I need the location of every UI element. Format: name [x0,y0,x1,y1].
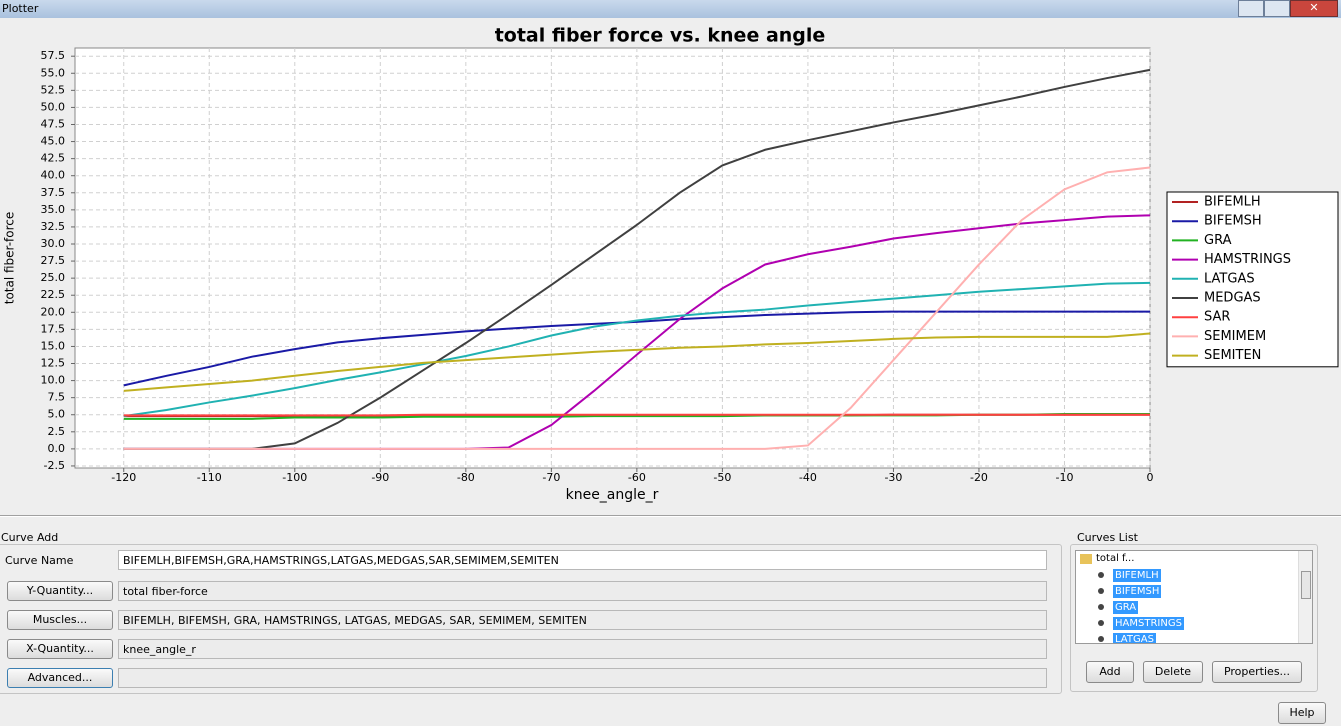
minimize-button[interactable] [1238,0,1264,17]
maximize-button[interactable] [1264,0,1290,17]
tree-node-icon [1098,636,1104,642]
help-button[interactable]: Help [1278,702,1326,724]
y-tick-label: -2.5 [44,459,65,472]
x-tick-label: 0 [1147,471,1154,484]
close-button[interactable]: ✕ [1290,0,1338,17]
x-tick-label: -50 [713,471,731,484]
y-tick-label: 15.0 [41,339,66,352]
x-tick-label: -120 [111,471,136,484]
x-axis-label: knee_angle_r [566,487,659,503]
tree-item[interactable]: HAMSTRINGS [1113,617,1184,630]
legend-label: SAR [1204,310,1230,325]
scroll-thumb[interactable] [1301,571,1311,599]
y-tick-label: 0.0 [48,442,66,455]
y-tick-label: 37.5 [41,186,66,199]
muscles-field: BIFEMLH, BIFEMSH, GRA, HAMSTRINGS, LATGA… [118,610,1047,630]
tree-node-icon [1098,572,1104,578]
advanced-field [118,668,1047,688]
group-title: Curve Add [1,531,59,544]
legend-label: HAMSTRINGS [1204,252,1291,267]
y-tick-label: 10.0 [41,374,66,387]
x-tick-label: -80 [457,471,475,484]
tree-item[interactable]: BIFEMSH [1113,585,1162,598]
series-line [123,310,1150,387]
curves-list-group [1070,544,1318,692]
legend-label: LATGAS [1204,271,1255,286]
y-tick-label: 32.5 [41,220,66,233]
curves-tree[interactable]: total f... BIFEMLH BIFEMSH GRA HAMSTRINGS LA… [1075,550,1313,644]
chart: total fiber force vs. knee angle knee_an… [3,25,1339,503]
y-tick-label: 30.0 [41,237,66,250]
tree-item[interactable]: LATGAS [1113,633,1156,644]
advanced-button[interactable]: Advanced... [7,668,113,688]
series-line [123,332,1151,392]
series-line [123,413,1150,417]
properties-button[interactable]: Properties... [1212,661,1302,683]
tree-node-icon [1098,604,1104,610]
series-line [123,281,1151,418]
separator [0,515,1341,517]
window-title: Plotter [2,2,39,15]
field-label: Curve Name [5,554,74,567]
tree-item[interactable]: BIFEMLH [1113,569,1161,582]
y-tick-label: 17.5 [41,322,66,335]
y-tick-label: 20.0 [41,305,66,318]
y-tick-label: 55.0 [41,66,66,79]
x-tick-label: -30 [884,471,902,484]
group-title: Curves List [1077,531,1138,544]
y-tick-label: 42.5 [41,152,66,165]
scrollbar[interactable] [1298,551,1312,643]
tree-root[interactable]: total f... [1096,553,1135,564]
y-tick-label: 45.0 [41,135,66,148]
y-tick-label: 50.0 [41,100,66,113]
y-tick-label: 7.5 [48,391,66,404]
x-quantity-button[interactable]: X-Quantity... [7,639,113,659]
curve-name-field[interactable]: BIFEMLH,BIFEMSH,GRA,HAMSTRINGS,LATGAS,ME… [118,550,1047,570]
x-tick-label: -60 [628,471,646,484]
legend-label: BIFEMSH [1204,214,1262,229]
y-axis-label: total fiber-force [3,212,17,305]
curve-add-group [0,544,1062,694]
x-tick-label: -100 [282,471,307,484]
y-tick-label: 22.5 [41,288,66,301]
plot-area [74,47,1151,469]
legend-label: MEDGAS [1204,291,1261,306]
y-tick-label: 27.5 [41,254,66,267]
y-tick-label: 2.5 [48,425,66,438]
y-quantity-field: total fiber-force [118,581,1047,601]
y-tick-label: 12.5 [41,357,66,370]
folder-icon [1080,554,1092,564]
x-tick-label: -20 [970,471,988,484]
add-button[interactable]: Add [1086,661,1134,683]
y-tick-label: 35.0 [41,203,66,216]
y-tick-label: 52.5 [41,83,66,96]
x-tick-label: -70 [542,471,560,484]
legend-label: SEMITEN [1204,348,1261,363]
tree-node-icon [1098,620,1104,626]
muscles-button[interactable]: Muscles... [7,610,113,630]
delete-button[interactable]: Delete [1143,661,1203,683]
title-bar: Plotter ✕ [0,0,1341,18]
legend-label: SEMIMEM [1204,329,1266,344]
y-tick-label: 57.5 [41,49,66,62]
y-tick-label: 5.0 [48,408,66,421]
y-tick-label: 47.5 [41,117,66,130]
x-quantity-field: knee_angle_r [118,639,1047,659]
legend-label: GRA [1204,233,1232,248]
legend-label: BIFEMLH [1204,195,1261,210]
x-tick-label: -110 [197,471,222,484]
series-line [123,68,1151,450]
tree-node-icon [1098,588,1104,594]
x-tick-label: -40 [799,471,817,484]
tree-item[interactable]: GRA [1113,601,1139,614]
y-tick-label: 40.0 [41,169,66,182]
series-line [123,166,1151,450]
x-tick-label: -10 [1055,471,1073,484]
x-tick-label: -90 [371,471,389,484]
y-tick-label: 25.0 [41,271,66,284]
y-quantity-button[interactable]: Y-Quantity... [7,581,113,601]
chart-title: total fiber force vs. knee angle [495,25,826,47]
